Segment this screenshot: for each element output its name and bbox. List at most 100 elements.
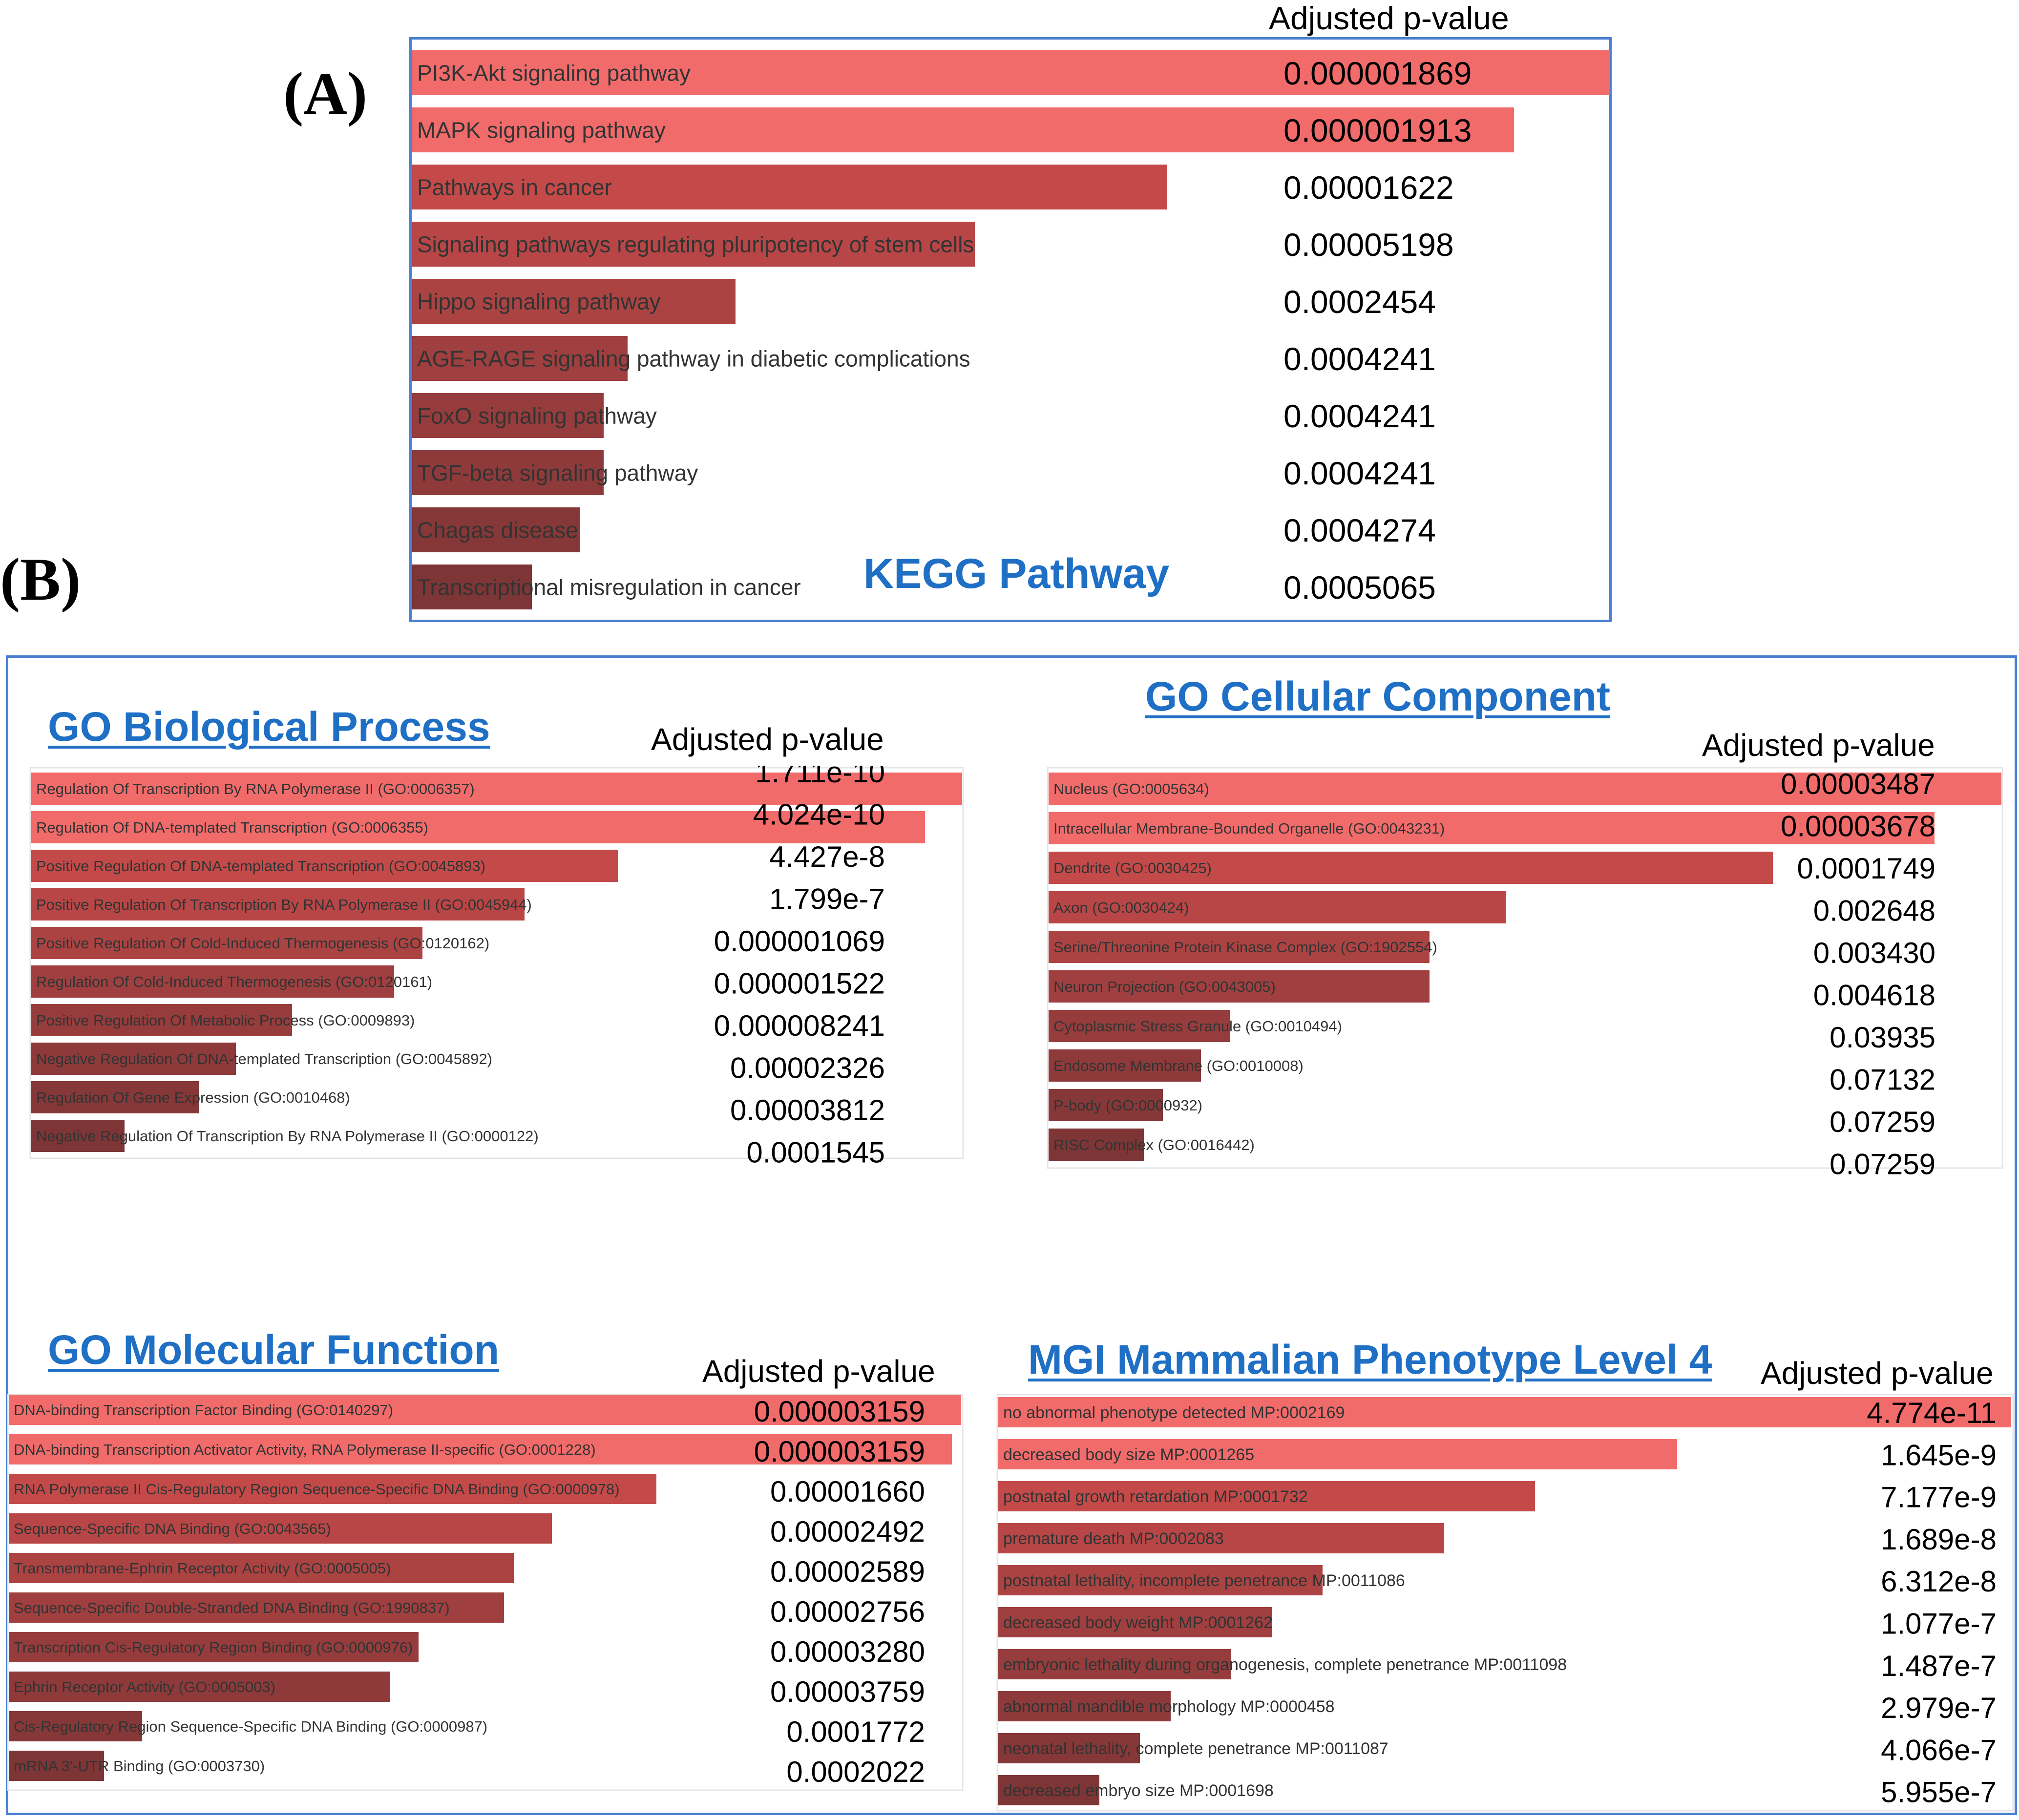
p-value-6: 1.077e-7 (1881, 1608, 1997, 1640)
bar-3 (412, 165, 1167, 209)
bar-1 (412, 50, 1610, 95)
bar-label-4: Positive Regulation Of Transcription By … (36, 896, 532, 913)
bar-label-10: Transcriptional misregulation in cancer (417, 575, 801, 600)
bar-label-8: TGF-beta signaling pathway (417, 460, 698, 486)
p-value-8: 2.979e-7 (1881, 1692, 1997, 1724)
p-value-2: 4.024e-10 (753, 798, 885, 831)
p-value-5: 6.312e-8 (1881, 1565, 1997, 1598)
bar-7 (1049, 1010, 1230, 1042)
bar-label-7: Cytoplasmic Stress Granule (GO:0010494) (1053, 1018, 1342, 1035)
p-value-7: 0.000008241 (714, 1009, 885, 1042)
bar-5 (31, 927, 422, 959)
p-value-2: 0.000001913 (1283, 112, 1472, 148)
bar-5 (9, 1553, 514, 1583)
bar-label-7: Positive Regulation Of Metabolic Process… (36, 1012, 415, 1029)
p-value-1: 0.000003159 (754, 1395, 925, 1428)
bar-7 (412, 393, 604, 438)
bar-2 (31, 811, 925, 843)
p-value-2: 1.645e-9 (1881, 1439, 1997, 1471)
p-value-3: 0.00001660 (770, 1475, 925, 1508)
bar-label-9: neonatal lethality, complete penetrance … (1003, 1739, 1388, 1758)
bar-label-1: no abnormal phenotype detected MP:000216… (1003, 1403, 1345, 1422)
go-cc-chart: Nucleus (GO:0005634) 0.00003487 Intracellu… (1047, 767, 2003, 1181)
panel-b-label: (B) (0, 546, 81, 613)
p-value-10: 0.0005065 (1283, 569, 1436, 606)
bar-2 (998, 1439, 1677, 1469)
p-value-4: 1.799e-7 (769, 883, 885, 916)
mgi-title: MGI Mammalian Phenotype Level 4 (1028, 1337, 1712, 1382)
p-value-1: 1.711e-10 (755, 766, 885, 789)
bar-1 (1049, 773, 2001, 805)
bar-1 (31, 773, 962, 805)
bar-label-1: DNA-binding Transcription Factor Binding… (14, 1402, 393, 1419)
bar-5 (1049, 931, 1430, 963)
p-value-3: 0.0001749 (1797, 852, 1935, 885)
p-value-7: 1.487e-7 (1881, 1650, 1997, 1682)
p-value-4: 1.689e-8 (1881, 1523, 1997, 1556)
bar-4 (1049, 891, 1506, 923)
bar-6 (1049, 970, 1430, 1003)
p-value-6: 0.0004241 (1283, 341, 1436, 377)
chart-plot-frame (1047, 767, 2003, 1169)
bar-2 (9, 1434, 952, 1464)
mgi-chart: no abnormal phenotype detected MP:000216… (996, 1394, 2014, 1812)
p-value-1: 0.00003487 (1781, 768, 1935, 800)
bar-label-5: Transmembrane-Ephrin Receptor Activity (… (14, 1560, 391, 1577)
bar-5 (412, 279, 736, 324)
go-cc-value-header: Adjusted p-value (1702, 728, 1935, 763)
bar-label-2: decreased body size MP:0001265 (1003, 1445, 1254, 1464)
p-value-6: 0.00002756 (770, 1595, 925, 1628)
bar-3 (31, 850, 618, 882)
go-bp-value-header: Adjusted p-value (651, 722, 884, 757)
bar-4 (9, 1513, 552, 1544)
bar-8 (1049, 1049, 1201, 1082)
bar-7 (31, 1004, 292, 1036)
bar-label-9: Cis-Regulatory Region Sequence-Specific … (14, 1718, 487, 1735)
mgi-value-header: Adjusted p-value (1761, 1356, 1994, 1391)
bar-label-7: embryonic lethality during organogenesis… (1003, 1655, 1567, 1674)
bar-label-6: Sequence-Specific Double-Stranded DNA Bi… (14, 1599, 450, 1616)
bar-8 (412, 450, 604, 495)
p-value-9: 0.0001772 (786, 1715, 925, 1748)
p-value-1: 0.000001869 (1283, 55, 1472, 91)
p-value-4: 0.002648 (1813, 895, 1935, 927)
p-value-2: 0.00003678 (1781, 810, 1935, 843)
bar-10 (9, 1751, 104, 1781)
p-value-8: 0.07132 (1830, 1064, 1935, 1096)
p-value-10: 0.0001545 (746, 1136, 885, 1169)
bar-label-5: Hippo signaling pathway (417, 289, 661, 314)
bar-4 (998, 1523, 1444, 1553)
p-value-4: 0.00005198 (1283, 227, 1454, 263)
go-mf-value-header: Adjusted p-value (702, 1354, 935, 1389)
bar-7 (9, 1632, 419, 1662)
bar-9 (1049, 1089, 1163, 1121)
bar-6 (412, 336, 628, 381)
p-value-8: 0.00002326 (730, 1052, 885, 1085)
go-bp-chart: Regulation Of Transcription By RNA Polym… (29, 766, 964, 1169)
p-value-5: 0.000001069 (714, 925, 885, 958)
go-bp-title: GO Biological Process (48, 704, 490, 750)
p-value-8: 0.0004241 (1283, 455, 1436, 491)
kegg-title: KEGG Pathway (863, 550, 1170, 597)
bar-4 (412, 222, 975, 267)
bar-label-9: Chagas disease (417, 518, 578, 543)
chart-plot-frame (29, 767, 964, 1159)
bar-label-10: RISC Complex (GO:0016442) (1053, 1136, 1255, 1153)
bar-5 (998, 1565, 1323, 1595)
p-value-4: 0.00002492 (770, 1515, 925, 1548)
bar-4 (31, 888, 525, 920)
bar-label-6: AGE-RAGE signaling pathway in diabetic c… (417, 346, 970, 372)
p-value-6: 0.004618 (1813, 979, 1935, 1012)
p-value-10: 0.07259 (1830, 1148, 1935, 1181)
bar-label-8: abnormal mandible morphology MP:0000458 (1003, 1697, 1335, 1716)
p-value-9: 4.066e-7 (1881, 1734, 1997, 1766)
bar-label-3: postnatal growth retardation MP:0001732 (1003, 1487, 1308, 1506)
p-value-7: 0.03935 (1830, 1021, 1935, 1054)
bar-6 (998, 1607, 1272, 1637)
bar-label-3: Dendrite (GO:0030425) (1053, 859, 1212, 877)
p-value-3: 0.00001622 (1283, 169, 1454, 206)
bar-label-6: Neuron Projection (GO:0043005) (1053, 978, 1276, 995)
go-cc-title: GO Cellular Component (1145, 673, 1611, 719)
panel-a-label: (A) (283, 60, 368, 127)
bar-6 (31, 965, 394, 998)
